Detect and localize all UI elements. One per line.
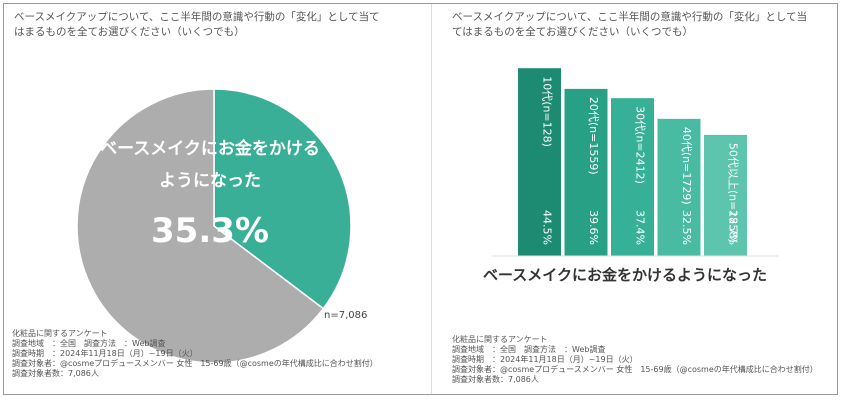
survey-note-line: 調査時期 ：2024年11月18日（月）~19日（火） [452,355,638,364]
survey-note-line: 化粧品に関するアンケート [12,329,108,338]
survey-note-line: 調査地域 ：全国 調査方法 ：Web調査 [452,345,606,354]
bar-category-label: 10代(n=128) [541,76,554,147]
pie-slice-highlight [213,88,352,310]
pie-question-title: ベースメイクアップについて、ここ半年間の意識や行動の「変化」として当てはまるもの… [14,11,380,38]
pie-center-label: ようになった [159,171,261,191]
bar-value-label: 44.5% [541,210,554,245]
pie-slice-rest [76,88,325,364]
survey-notes: 化粧品に関するアンケート 調査地域 ：全国 調査方法 ：Web調査 調査時期 ：… [452,335,818,385]
bar [518,68,561,257]
bar-category-label: 50代以上(n=1258) [727,143,740,243]
survey-note-line: 調査対象者数：7,086人 [12,369,99,378]
bar-value-label: 32.5% [680,210,693,245]
survey-note-line: 化粧品に関するアンケート [452,335,548,344]
bar-question-title: ベースメイクアップについて、ここ半年間の意識や行動の「変化」として当てはまるもの… [452,11,808,38]
bar-chart-title: ベースメイクにお金をかけるようになった [483,266,767,284]
pie-chart: ベースメイクにお金をかけるようになった 35.3% [76,88,352,364]
bar-category-label: 20代(n=1559) [587,97,600,175]
bar [564,88,608,256]
bar [657,118,701,256]
bar [611,98,654,256]
survey-note-line: 調査地域 ：全国 調査方法 ：Web調査 [12,339,166,348]
figure-frame: ベースメイクアップについて、ここ半年間の意識や行動の「変化」として当てはまるもの… [3,3,838,395]
bar-chart: 10代(n=128) 44.5% 20代(n=1559) 39.6% 30代(n=241… [483,68,779,284]
pie-panel: ベースメイクアップについて、ここ半年間の意識や行動の「変化」として当てはまるもの… [4,4,429,394]
sample-size-label: n=7,086 [324,310,368,321]
bar-value-label: 37.4% [634,210,647,245]
survey-notes: 化粧品に関するアンケート 調査地域 ：全国 調査方法 ：Web調査 調査時期 ：… [12,329,378,379]
survey-note-line: 調査時期 ：2024年11月18日（月）~19日（火） [12,349,198,358]
bar-value-label: 28.7% [727,210,740,245]
survey-note-line: 調査対象者：@cosmeプロデュースメンバー 女性 15-69歳（@cosmeの… [12,359,378,368]
pie-center-label: ベースメイクにお金をかける [100,138,320,159]
panel-divider [431,4,432,394]
bar-panel: ベースメイクアップについて、ここ半年間の意識や行動の「変化」として当てはまるもの… [434,4,839,394]
survey-note-line: 調査対象者数：7,086人 [452,375,539,384]
bar-category-label: 30代(n=2412) [634,106,647,184]
bar-category-label: 40代(n=1729) [680,127,693,205]
pie-center-value: 35.3% [151,211,269,251]
survey-note-line: 調査対象者：@cosmeプロデュースメンバー 女性 15-69歳（@cosmeの… [452,365,818,374]
bar [704,134,747,256]
bar-value-label: 39.6% [587,210,600,245]
